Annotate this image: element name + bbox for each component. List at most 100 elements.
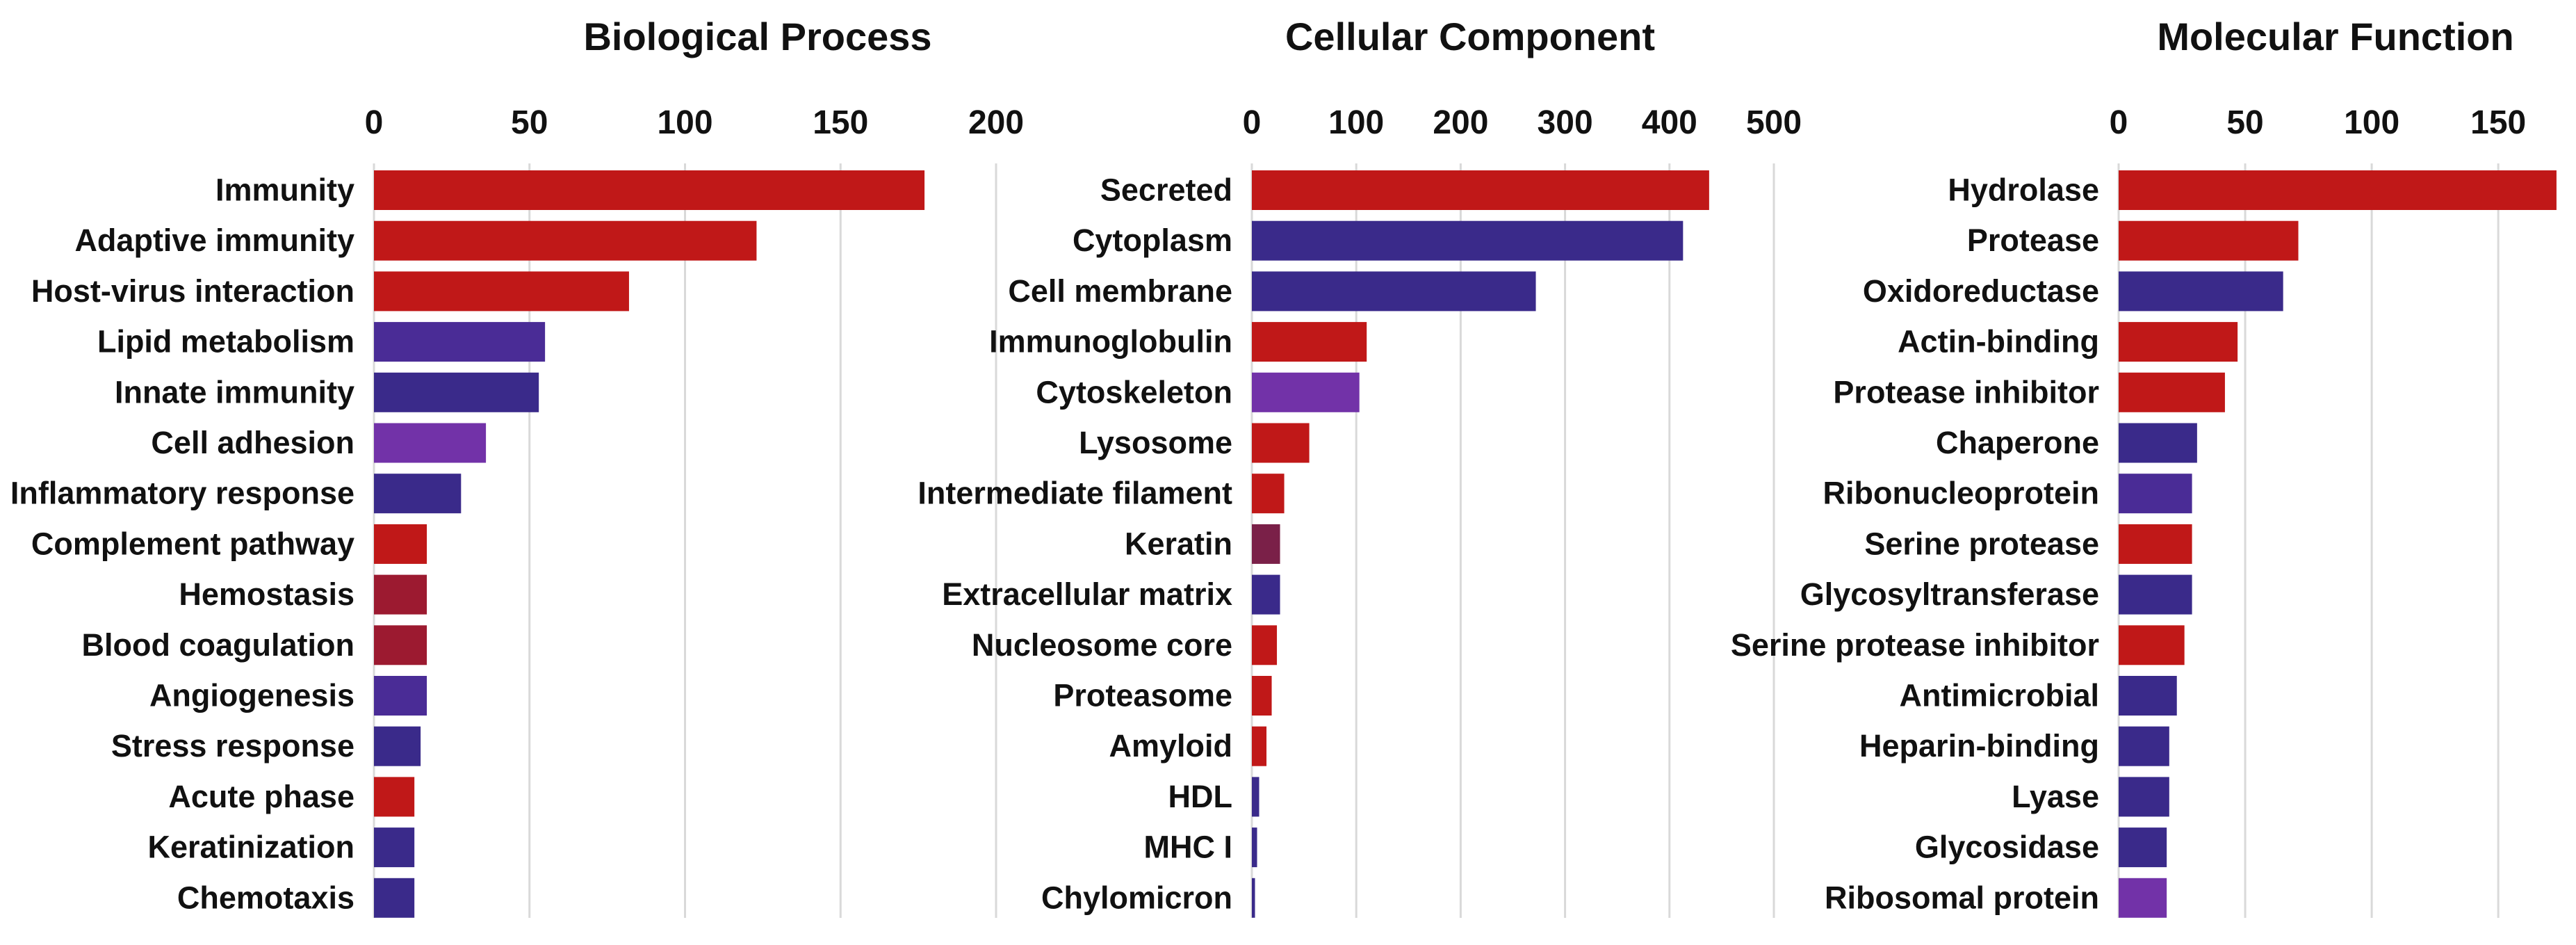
category-label: Lipid metabolism: [97, 324, 354, 360]
bar: [1252, 423, 1310, 463]
x-tick-label: 50: [511, 104, 548, 141]
category-label: Inflammatory response: [10, 476, 354, 511]
bar: [374, 372, 539, 412]
category-label: Actin-binding: [1898, 324, 2099, 360]
bar: [2119, 574, 2192, 615]
bar: [374, 170, 925, 210]
bar: [1252, 271, 1536, 312]
x-tick-label: 200: [968, 104, 1024, 141]
bar: [2119, 726, 2169, 766]
bar: [2119, 625, 2185, 665]
bar: [374, 322, 546, 362]
category-label: Amyloid: [1109, 728, 1232, 764]
category-label: Protease inhibitor: [1833, 374, 2099, 410]
x-tick-label: 150: [813, 104, 868, 141]
bar: [2119, 474, 2192, 514]
bar: [1252, 170, 1709, 210]
chart-panel: Cellular Component 0 100 200 300 400 500 Secret…: [918, 15, 1802, 918]
category-label: Glycosyltransferase: [1800, 576, 2099, 612]
category-label: Cell adhesion: [151, 425, 354, 460]
category-label: Host-virus interaction: [31, 273, 354, 309]
category-label: Glycosidase: [1915, 830, 2099, 865]
bar: [2119, 220, 2299, 261]
category-label: Intermediate filament: [918, 476, 1232, 511]
bar: [374, 271, 629, 312]
bar: [2119, 322, 2238, 362]
category-label: Lyase: [2012, 779, 2099, 814]
bar: [374, 423, 487, 463]
bar: [1252, 574, 1280, 615]
bar: [374, 574, 427, 615]
category-label: Ribonucleoprotein: [1823, 476, 2100, 511]
bar: [2119, 271, 2283, 312]
category-label: Adaptive immunity: [74, 223, 354, 258]
category-label: Keratinization: [147, 830, 354, 865]
bar: [374, 777, 415, 817]
category-label: Ribosomal protein: [1825, 880, 2099, 915]
x-tick-label: 0: [365, 104, 384, 141]
bar: [374, 474, 462, 514]
x-tick-label: 100: [657, 104, 712, 141]
category-label: Innate immunity: [115, 374, 354, 410]
category-label: Secreted: [1100, 172, 1232, 208]
panel-title: Molecular Function: [2157, 15, 2513, 58]
category-label: Cell membrane: [1008, 273, 1232, 309]
bar: [1252, 322, 1367, 362]
category-label: Chaperone: [1936, 425, 2099, 460]
category-label: Cytoskeleton: [1036, 374, 1232, 410]
category-label: Acute phase: [168, 779, 354, 814]
x-tick-label: 500: [1746, 104, 1802, 141]
bar: [1252, 726, 1267, 766]
bar: [2119, 170, 2557, 210]
bar: [1252, 524, 1280, 564]
category-label: Hemostasis: [179, 576, 354, 612]
x-tick-label: 100: [2344, 104, 2399, 141]
bar: [2119, 676, 2177, 716]
category-label: HDL: [1168, 779, 1232, 814]
category-label: Heparin-binding: [1859, 728, 2099, 764]
bar: [2119, 372, 2225, 412]
x-tick-label: 200: [1433, 104, 1488, 141]
category-label: Blood coagulation: [82, 627, 354, 663]
bar: [374, 625, 427, 665]
x-tick-label: 0: [1243, 104, 1262, 141]
x-tick-label: 0: [2110, 104, 2128, 141]
panel-title: Cellular Component: [1285, 15, 1655, 58]
x-tick-label: 400: [1642, 104, 1697, 141]
chart-panel: Biological Process 0 50 100 150 200 Immunity Ad…: [10, 15, 1024, 918]
category-label: Oxidoreductase: [1863, 273, 2099, 309]
x-tick-label: 50: [2226, 104, 2263, 141]
bar: [2119, 524, 2192, 564]
bar: [374, 524, 427, 564]
bar: [1252, 220, 1684, 261]
category-label: Chylomicron: [1041, 880, 1232, 915]
bar: [374, 676, 427, 716]
bar: [374, 726, 421, 766]
bar: [1252, 625, 1278, 665]
bar: [1252, 827, 1257, 868]
x-tick-label: 100: [1328, 104, 1384, 141]
chart-panel: Molecular Function 0 50 100 150 Hydrolase Prot…: [1731, 15, 2557, 918]
category-label: Nucleosome core: [972, 627, 1232, 663]
bar: [1252, 878, 1255, 918]
x-tick-label: 300: [1538, 104, 1593, 141]
bar: [1252, 676, 1272, 716]
category-label: Immunoglobulin: [989, 324, 1232, 360]
category-label: Immunity: [215, 172, 354, 208]
category-label: Chemotaxis: [177, 880, 354, 915]
bar: [2119, 827, 2167, 868]
x-tick-label: 150: [2470, 104, 2526, 141]
panel-title: Biological Process: [583, 15, 931, 58]
category-label: Angiogenesis: [149, 678, 354, 713]
bar: [2119, 878, 2167, 918]
category-label: Stress response: [111, 728, 354, 764]
category-label: Lysosome: [1079, 425, 1232, 460]
category-label: Protease: [1967, 223, 2099, 258]
category-label: Antimicrobial: [1899, 678, 2099, 713]
category-label: Hydrolase: [1948, 172, 2099, 208]
category-label: MHC I: [1144, 830, 1233, 865]
bar: [374, 827, 415, 868]
bar: [1252, 474, 1285, 514]
bar: [374, 878, 415, 918]
bar: [1252, 372, 1360, 412]
